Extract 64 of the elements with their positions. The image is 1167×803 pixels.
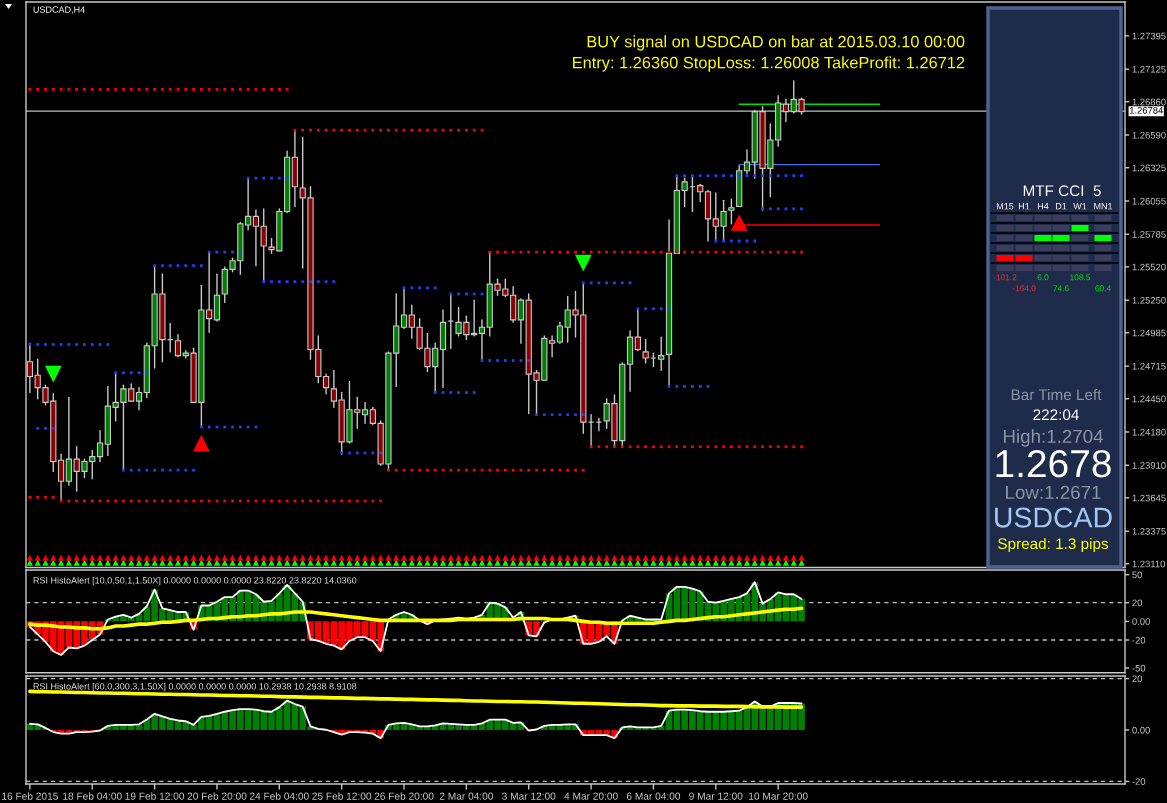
ref-line-label: 1.26784 — [1129, 107, 1164, 114]
y-tick-label: 1.26055 — [1132, 197, 1166, 205]
annotation: BUY signal on USDCAD on bar at 2015.03.10 00:00 — [587, 35, 965, 51]
annotation: 222:04 — [1033, 409, 1079, 421]
x-tick-label: 6 Mar 04:00 — [626, 792, 681, 800]
annotation: High:1.2704 — [1003, 429, 1104, 447]
y-tick-label: 0.00 — [1132, 726, 1150, 734]
x-tick-label: 18 Feb 04:00 — [63, 792, 122, 800]
text: RSI HistoAlert [10,0,50,1,1.50X] 0.0000 0.0000 0.0000 23.8220 23.8220 14.0360 — [33, 576, 357, 586]
x-tick-label: 24 Feb 04:00 — [249, 792, 309, 800]
annotation: Entry: 1.26360 StopLoss: 1.26008 TakeProfit: 1.26712 — [573, 56, 965, 72]
x-tick-label: 4 Mar 20:00 — [564, 792, 618, 800]
annotation: MTF CCI 5 — [1023, 185, 1101, 197]
annotation: MN1 — [1094, 203, 1113, 210]
x-tick-label: 10 Mar 20:00 — [749, 792, 808, 800]
y-tick-label: 0.00 — [1132, 618, 1150, 625]
y-tick-label: 1.23910 — [1132, 462, 1166, 469]
y-tick-label: 1.26590 — [1132, 131, 1166, 139]
y-tick-label: -20 — [1132, 778, 1146, 785]
y-tick-label: 50 — [1132, 571, 1143, 579]
y-tick-label: 1.27395 — [1132, 32, 1166, 40]
y-tick-label: 1.24450 — [1132, 395, 1166, 403]
annotation: USDCAD — [995, 507, 1112, 528]
x-tick-label: 9 Mar 12:00 — [689, 792, 743, 800]
y-tick-label: -50 — [1132, 664, 1146, 672]
y-tick-label: 1.26860 — [1132, 98, 1166, 106]
y-tick-label: 1.27125 — [1132, 65, 1166, 73]
annotation: 74.6 — [1053, 285, 1069, 292]
y-tick-label: 1.23110 — [1132, 560, 1166, 568]
x-tick-label: 2 Mar 04:00 — [439, 792, 494, 800]
annotation: 108.5 — [1070, 274, 1091, 281]
annotation: -164.0 — [1012, 285, 1036, 292]
annotation: 1.2678 — [996, 449, 1111, 478]
y-tick-label: 1.25520 — [1132, 263, 1166, 271]
annotation: Low:1.2671 — [1006, 485, 1101, 500]
annotation: H4 — [1037, 203, 1049, 210]
x-tick-label: 25 Feb 12:00 — [312, 792, 372, 800]
chart-title: USDCAD,H4 — [33, 6, 85, 14]
y-tick-label: 1.25250 — [1132, 296, 1166, 304]
y-tick-label: 1.24715 — [1132, 362, 1166, 370]
y-tick-label: 1.24180 — [1132, 428, 1166, 436]
y-tick-label: 20 — [1132, 599, 1143, 607]
y-tick-label: 1.23645 — [1132, 494, 1166, 502]
y-tick-label: 1.23375 — [1132, 527, 1166, 535]
x-tick-label: 3 Mar 12:00 — [502, 792, 556, 800]
annotation: 6.0 — [1037, 274, 1049, 281]
y-tick-label: 20 — [1132, 675, 1143, 683]
annotation: H1 — [1018, 203, 1030, 210]
y-tick-label: 1.25785 — [1132, 231, 1166, 238]
annotation: D1 — [1055, 203, 1067, 210]
y-tick-label: 1.24985 — [1132, 329, 1166, 337]
annotation: 60.4 — [1095, 285, 1111, 292]
y-tick-label: -20 — [1132, 636, 1146, 644]
x-tick-label: 19 Feb 12:00 — [125, 792, 185, 800]
annotation: -101.2 — [993, 274, 1017, 281]
text: RSI HistoAlert [60,0,300,3,1.50X] 0.0000 0.0000 0.0000 10.2938 10.2938 8.9108 — [33, 682, 357, 692]
x-tick-label: 26 Feb 20:00 — [374, 792, 434, 800]
x-tick-label: 20 Feb 20:00 — [187, 792, 247, 800]
annotation: Spread: 1.3 pips — [998, 537, 1109, 553]
y-tick-label: 1.26325 — [1132, 164, 1166, 172]
annotation: W1 — [1073, 203, 1087, 210]
annotation: M15 — [996, 203, 1014, 210]
x-tick-label: 16 Feb 2015 — [2, 792, 58, 800]
annotation: Bar Time Left — [1011, 388, 1102, 401]
